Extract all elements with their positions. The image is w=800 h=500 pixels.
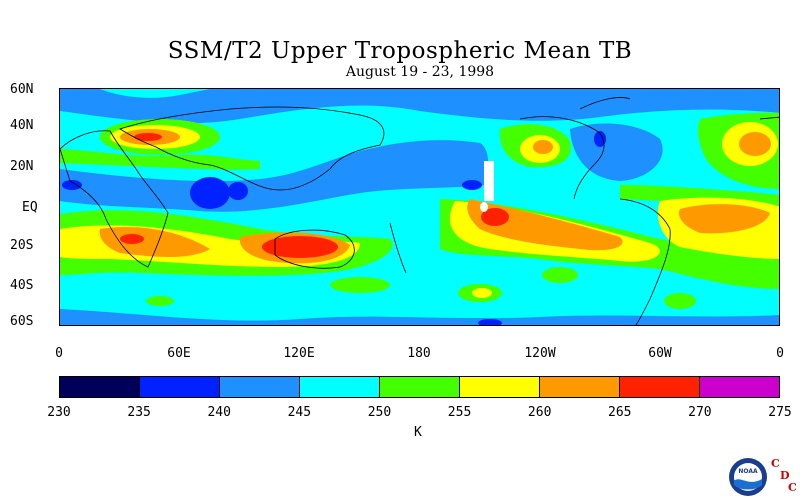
lat-label-60n: 60N (10, 82, 34, 97)
colorbar-swatch (380, 377, 460, 397)
temperature-map (59, 88, 780, 326)
lon-label-60w: 60W (648, 346, 672, 361)
noaa-logo-text: NOAA (738, 468, 758, 475)
colorbar-tick-label: 275 (768, 405, 792, 420)
colorbar-swatch (220, 377, 300, 397)
cdc-letter-d: D (780, 469, 790, 482)
colorbar-tick-label: 255 (447, 405, 472, 420)
map-subtitle: August 19 - 23, 1998 (345, 64, 495, 80)
colorbar-swatch (700, 377, 779, 397)
colorbar-swatch (620, 377, 700, 397)
lat-label-60s: 60S (10, 314, 34, 329)
colorbar-tick-label: 250 (367, 405, 392, 420)
lat-label-40n: 40N (10, 118, 34, 133)
colorbar-tick-label: 270 (688, 405, 712, 420)
map-contour-field (60, 89, 779, 325)
colorbar-unit: K (414, 425, 422, 440)
colorbar-swatch (540, 377, 620, 397)
cdc-letter-c2: C (788, 481, 797, 494)
lon-label-0-east: 0 (776, 346, 784, 361)
lat-label-eq: EQ (22, 200, 38, 215)
colorbar-tick-label: 240 (207, 405, 231, 420)
lat-label-20s: 20S (10, 238, 34, 253)
lon-label-120w: 120W (524, 346, 556, 361)
lon-label-180: 180 (407, 346, 431, 361)
colorbar-tick-label: 265 (608, 405, 632, 420)
colorbar-tick-label: 260 (527, 405, 552, 420)
lon-label-60e: 60E (167, 346, 191, 361)
lon-label-120e: 120E (283, 346, 315, 361)
colorbar-swatch (140, 377, 220, 397)
lon-label-0-west: 0 (55, 346, 63, 361)
colorbar-swatch (460, 377, 540, 397)
colorbar-swatch (300, 377, 380, 397)
noaa-logo: NOAA (729, 458, 767, 496)
colorbar-swatch (60, 377, 140, 397)
colorbar-tick-label: 245 (287, 405, 312, 420)
lat-label-40s: 40S (10, 278, 34, 293)
colorbar-tick-label: 230 (47, 405, 71, 420)
lat-label-20n: 20N (10, 159, 34, 174)
cdc-letter-c1: C (771, 457, 780, 470)
map-title: SSM/T2 Upper Tropospheric Mean TB (167, 38, 633, 64)
colorbar-tick-label: 235 (127, 405, 151, 420)
colorbar (59, 376, 780, 398)
